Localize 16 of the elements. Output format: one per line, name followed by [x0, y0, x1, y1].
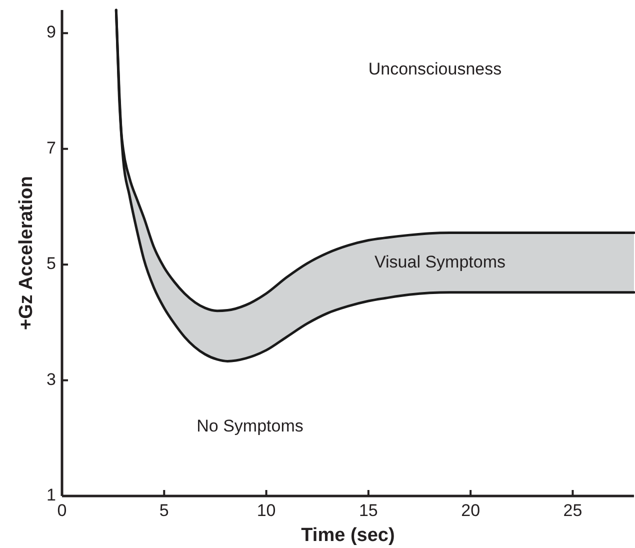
y-tick-label: 1 — [46, 485, 56, 504]
x-tick-label: 0 — [57, 501, 67, 520]
x-tick-label: 25 — [563, 501, 582, 520]
x-axis-title: Time (sec) — [301, 525, 395, 546]
x-tick-label: 10 — [256, 501, 276, 520]
y-tick-label: 9 — [46, 22, 56, 42]
annotation: Unconsciousness — [368, 59, 502, 78]
annotation: No Symptoms — [196, 416, 304, 436]
x-tick-label: 20 — [461, 501, 480, 520]
x-tick-label: 15 — [358, 501, 378, 520]
y-axis-title: +Gz Acceleration — [16, 176, 37, 330]
x-tick-label: 5 — [159, 501, 169, 520]
y-tick-label: 3 — [46, 370, 56, 389]
y-tick-label: 5 — [46, 254, 56, 274]
y-tick-label: 7 — [46, 138, 56, 158]
annotation: Visual Symptoms — [374, 252, 506, 272]
